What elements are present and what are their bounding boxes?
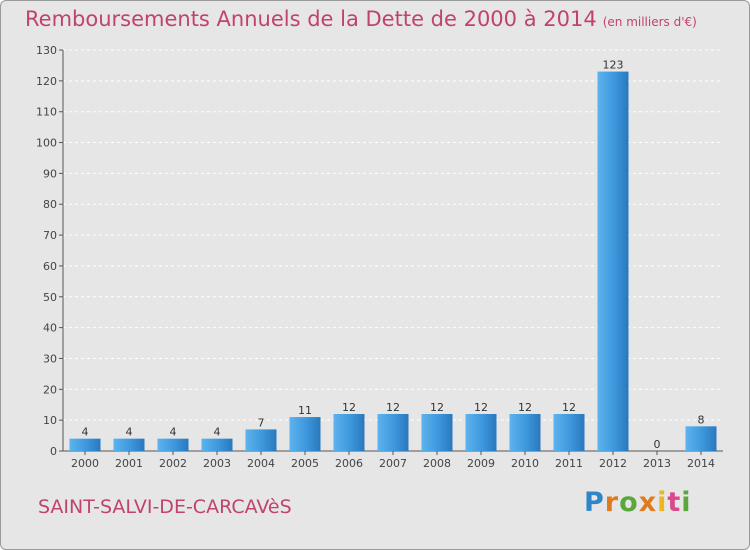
bar [289, 417, 321, 451]
bar [333, 413, 365, 451]
bar-value-label: 4 [82, 426, 89, 439]
x-tick-label: 2008 [423, 457, 451, 470]
y-tick-label: 110 [36, 106, 57, 119]
bar-value-label: 11 [298, 404, 312, 417]
y-tick-label: 30 [43, 352, 57, 365]
y-tick-label: 70 [43, 229, 57, 242]
y-tick-label: 130 [36, 44, 57, 57]
bar-value-label: 0 [654, 438, 661, 451]
y-tick-label: 20 [43, 383, 57, 396]
x-tick-label: 2012 [599, 457, 627, 470]
bar-value-label: 12 [474, 401, 488, 414]
x-tick-label: 2001 [115, 457, 143, 470]
y-tick-label: 0 [50, 445, 57, 458]
y-tick-label: 50 [43, 291, 57, 304]
bar [157, 438, 189, 451]
bar [113, 438, 145, 451]
bar [421, 413, 453, 451]
bar-value-label: 12 [562, 401, 576, 414]
x-tick-label: 2010 [511, 457, 539, 470]
x-tick-label: 2011 [555, 457, 583, 470]
y-tick-label: 60 [43, 260, 57, 273]
bar [553, 413, 585, 451]
x-tick-label: 2009 [467, 457, 495, 470]
bar [69, 438, 101, 451]
bar-value-label: 12 [342, 401, 356, 414]
bar-value-label: 12 [518, 401, 532, 414]
bar-value-label: 12 [430, 401, 444, 414]
bar-value-label: 4 [170, 426, 177, 439]
bar [245, 429, 277, 451]
y-tick-label: 100 [36, 137, 57, 150]
proxiti-logo: Proxiti [584, 487, 692, 518]
y-tick-label: 40 [43, 322, 57, 335]
bar [201, 438, 233, 451]
bar-value-label: 4 [214, 426, 221, 439]
bar-value-label: 8 [698, 413, 705, 426]
x-tick-label: 2002 [159, 457, 187, 470]
bar-value-label: 123 [603, 59, 624, 72]
chart-unit: (en milliers d'€) [602, 15, 697, 29]
bar [465, 413, 497, 451]
x-tick-label: 2007 [379, 457, 407, 470]
chart-title-text: Remboursements Annuels de la Dette de 20… [25, 7, 597, 31]
x-tick-label: 2003 [203, 457, 231, 470]
commune-name: SAINT-SALVI-DE-CARCAVèS [38, 496, 292, 518]
bar-value-label: 12 [386, 401, 400, 414]
x-tick-label: 2000 [71, 457, 99, 470]
x-tick-label: 2005 [291, 457, 319, 470]
bar [509, 413, 541, 451]
y-tick-label: 10 [43, 414, 57, 427]
x-tick-label: 2014 [687, 457, 715, 470]
y-tick-label: 120 [36, 75, 57, 88]
x-tick-label: 2006 [335, 457, 363, 470]
bar [685, 426, 717, 451]
bar-value-label: 4 [126, 426, 133, 439]
y-tick-label: 80 [43, 198, 57, 211]
bar [377, 413, 409, 451]
y-tick-label: 90 [43, 167, 57, 180]
bar-value-label: 7 [258, 416, 265, 429]
bar [597, 71, 629, 451]
x-tick-label: 2004 [247, 457, 275, 470]
x-tick-label: 2013 [643, 457, 671, 470]
chart-title: Remboursements Annuels de la Dette de 20… [25, 7, 697, 31]
